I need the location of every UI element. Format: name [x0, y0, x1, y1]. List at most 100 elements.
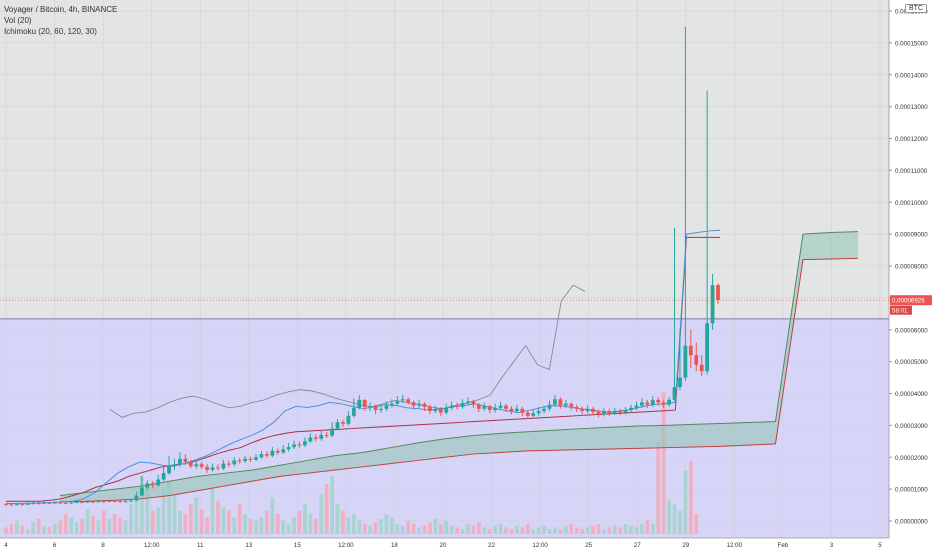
candle-body	[569, 403, 574, 407]
volume-bar	[389, 517, 394, 534]
candle-body	[379, 408, 383, 411]
time-tick-label: 12:00	[338, 542, 354, 549]
candle-body	[417, 403, 421, 406]
volume-bar	[308, 514, 313, 534]
candle-body	[444, 407, 449, 413]
volume-bar	[428, 522, 432, 534]
candle-body	[134, 495, 139, 501]
candle-body	[80, 501, 84, 503]
price-tick-label: 0.00000000	[895, 519, 928, 526]
volume-bar	[254, 520, 258, 534]
candle-body	[183, 458, 188, 463]
volume-bar	[31, 522, 36, 534]
volume-bar	[422, 525, 427, 534]
price-tick-label: 0.00015000	[895, 40, 928, 47]
volume-bar	[172, 494, 177, 534]
price-tick-label: 0.00005000	[895, 359, 928, 366]
volume-bar	[650, 524, 655, 534]
volume-bar	[379, 519, 383, 534]
volume-bar	[438, 524, 443, 534]
candle-body	[25, 503, 30, 505]
candle-body	[286, 447, 291, 450]
price-tick-label: 0.00001000	[895, 487, 928, 494]
volume-bar	[683, 470, 688, 534]
candle-body	[650, 399, 655, 405]
legend-title: Voyager / Bitcoin, 4h, BINANCE	[4, 5, 118, 14]
time-tick-label: 22	[488, 542, 495, 549]
volume-bar	[80, 519, 84, 534]
volume-bar	[275, 514, 280, 534]
volume-bar	[232, 517, 237, 534]
volume-bar	[525, 524, 530, 534]
volume-bar	[139, 475, 144, 534]
price-tick-label: 0.00013000	[895, 104, 928, 111]
volume-bar	[553, 527, 557, 534]
volume-bar	[259, 517, 264, 534]
candle-body	[471, 401, 476, 405]
volume-bar	[145, 487, 150, 534]
time-tick-label: 29	[682, 542, 689, 549]
candle-body	[509, 408, 514, 412]
candle-body	[74, 501, 79, 503]
candle-body	[335, 422, 340, 429]
time-tick-label: 11	[197, 542, 204, 549]
volume-bar	[591, 525, 595, 534]
time-tick-label: 20	[440, 542, 447, 549]
candle-body	[63, 502, 68, 504]
volume-bar	[531, 529, 536, 534]
candle-body	[341, 422, 345, 424]
candle-body	[362, 399, 367, 407]
candle-body	[270, 450, 275, 456]
candle-body	[118, 501, 123, 503]
candle-body	[460, 403, 465, 407]
candle-body	[167, 466, 171, 474]
kijun-line	[6, 236, 720, 502]
volume-bar	[96, 520, 101, 534]
price-tick-label: 0.00003000	[895, 423, 928, 430]
candle-body	[156, 479, 161, 486]
price-tick-label: 0.00004000	[895, 391, 928, 398]
volume-bar	[634, 527, 639, 534]
volume-bar	[357, 520, 362, 534]
volume-bar	[36, 519, 41, 534]
candle-body	[667, 399, 671, 405]
time-axis-bg	[0, 538, 932, 550]
candle-body	[553, 399, 557, 405]
candle-body	[123, 501, 128, 503]
candle-body	[618, 411, 623, 413]
volume-bar	[487, 529, 492, 534]
candle-body	[194, 464, 199, 467]
volume-bar	[536, 527, 541, 534]
candle-body	[368, 406, 373, 408]
candle-body	[36, 503, 41, 505]
candle-body	[254, 457, 258, 460]
candle-body	[281, 449, 286, 453]
candle-body	[47, 502, 52, 504]
candle-body	[694, 355, 699, 365]
volume-bar	[123, 520, 128, 534]
candle-body	[91, 501, 95, 503]
legend-volume: Vol (20)	[4, 16, 32, 25]
candle-body	[205, 466, 210, 470]
volume-bar	[101, 510, 106, 534]
price-axis-bg	[889, 0, 932, 550]
candle-body	[710, 285, 715, 324]
price-tick-label: 0.00008000	[895, 264, 928, 271]
volume-bar	[373, 522, 378, 534]
candle-body	[324, 434, 329, 436]
volume-bar	[645, 520, 650, 534]
candle-body	[476, 404, 481, 409]
candle-body	[406, 399, 411, 403]
candle-body	[514, 408, 519, 412]
countdown-box	[890, 305, 912, 315]
candle-body	[531, 413, 536, 416]
volume-bar	[558, 529, 563, 534]
time-tick-label: 5	[878, 542, 882, 549]
volume-bar	[504, 527, 508, 534]
candle-body	[411, 402, 416, 406]
currency-badge[interactable]: BTC	[905, 4, 927, 13]
volume-bar	[237, 504, 242, 534]
candle-body	[563, 403, 568, 406]
